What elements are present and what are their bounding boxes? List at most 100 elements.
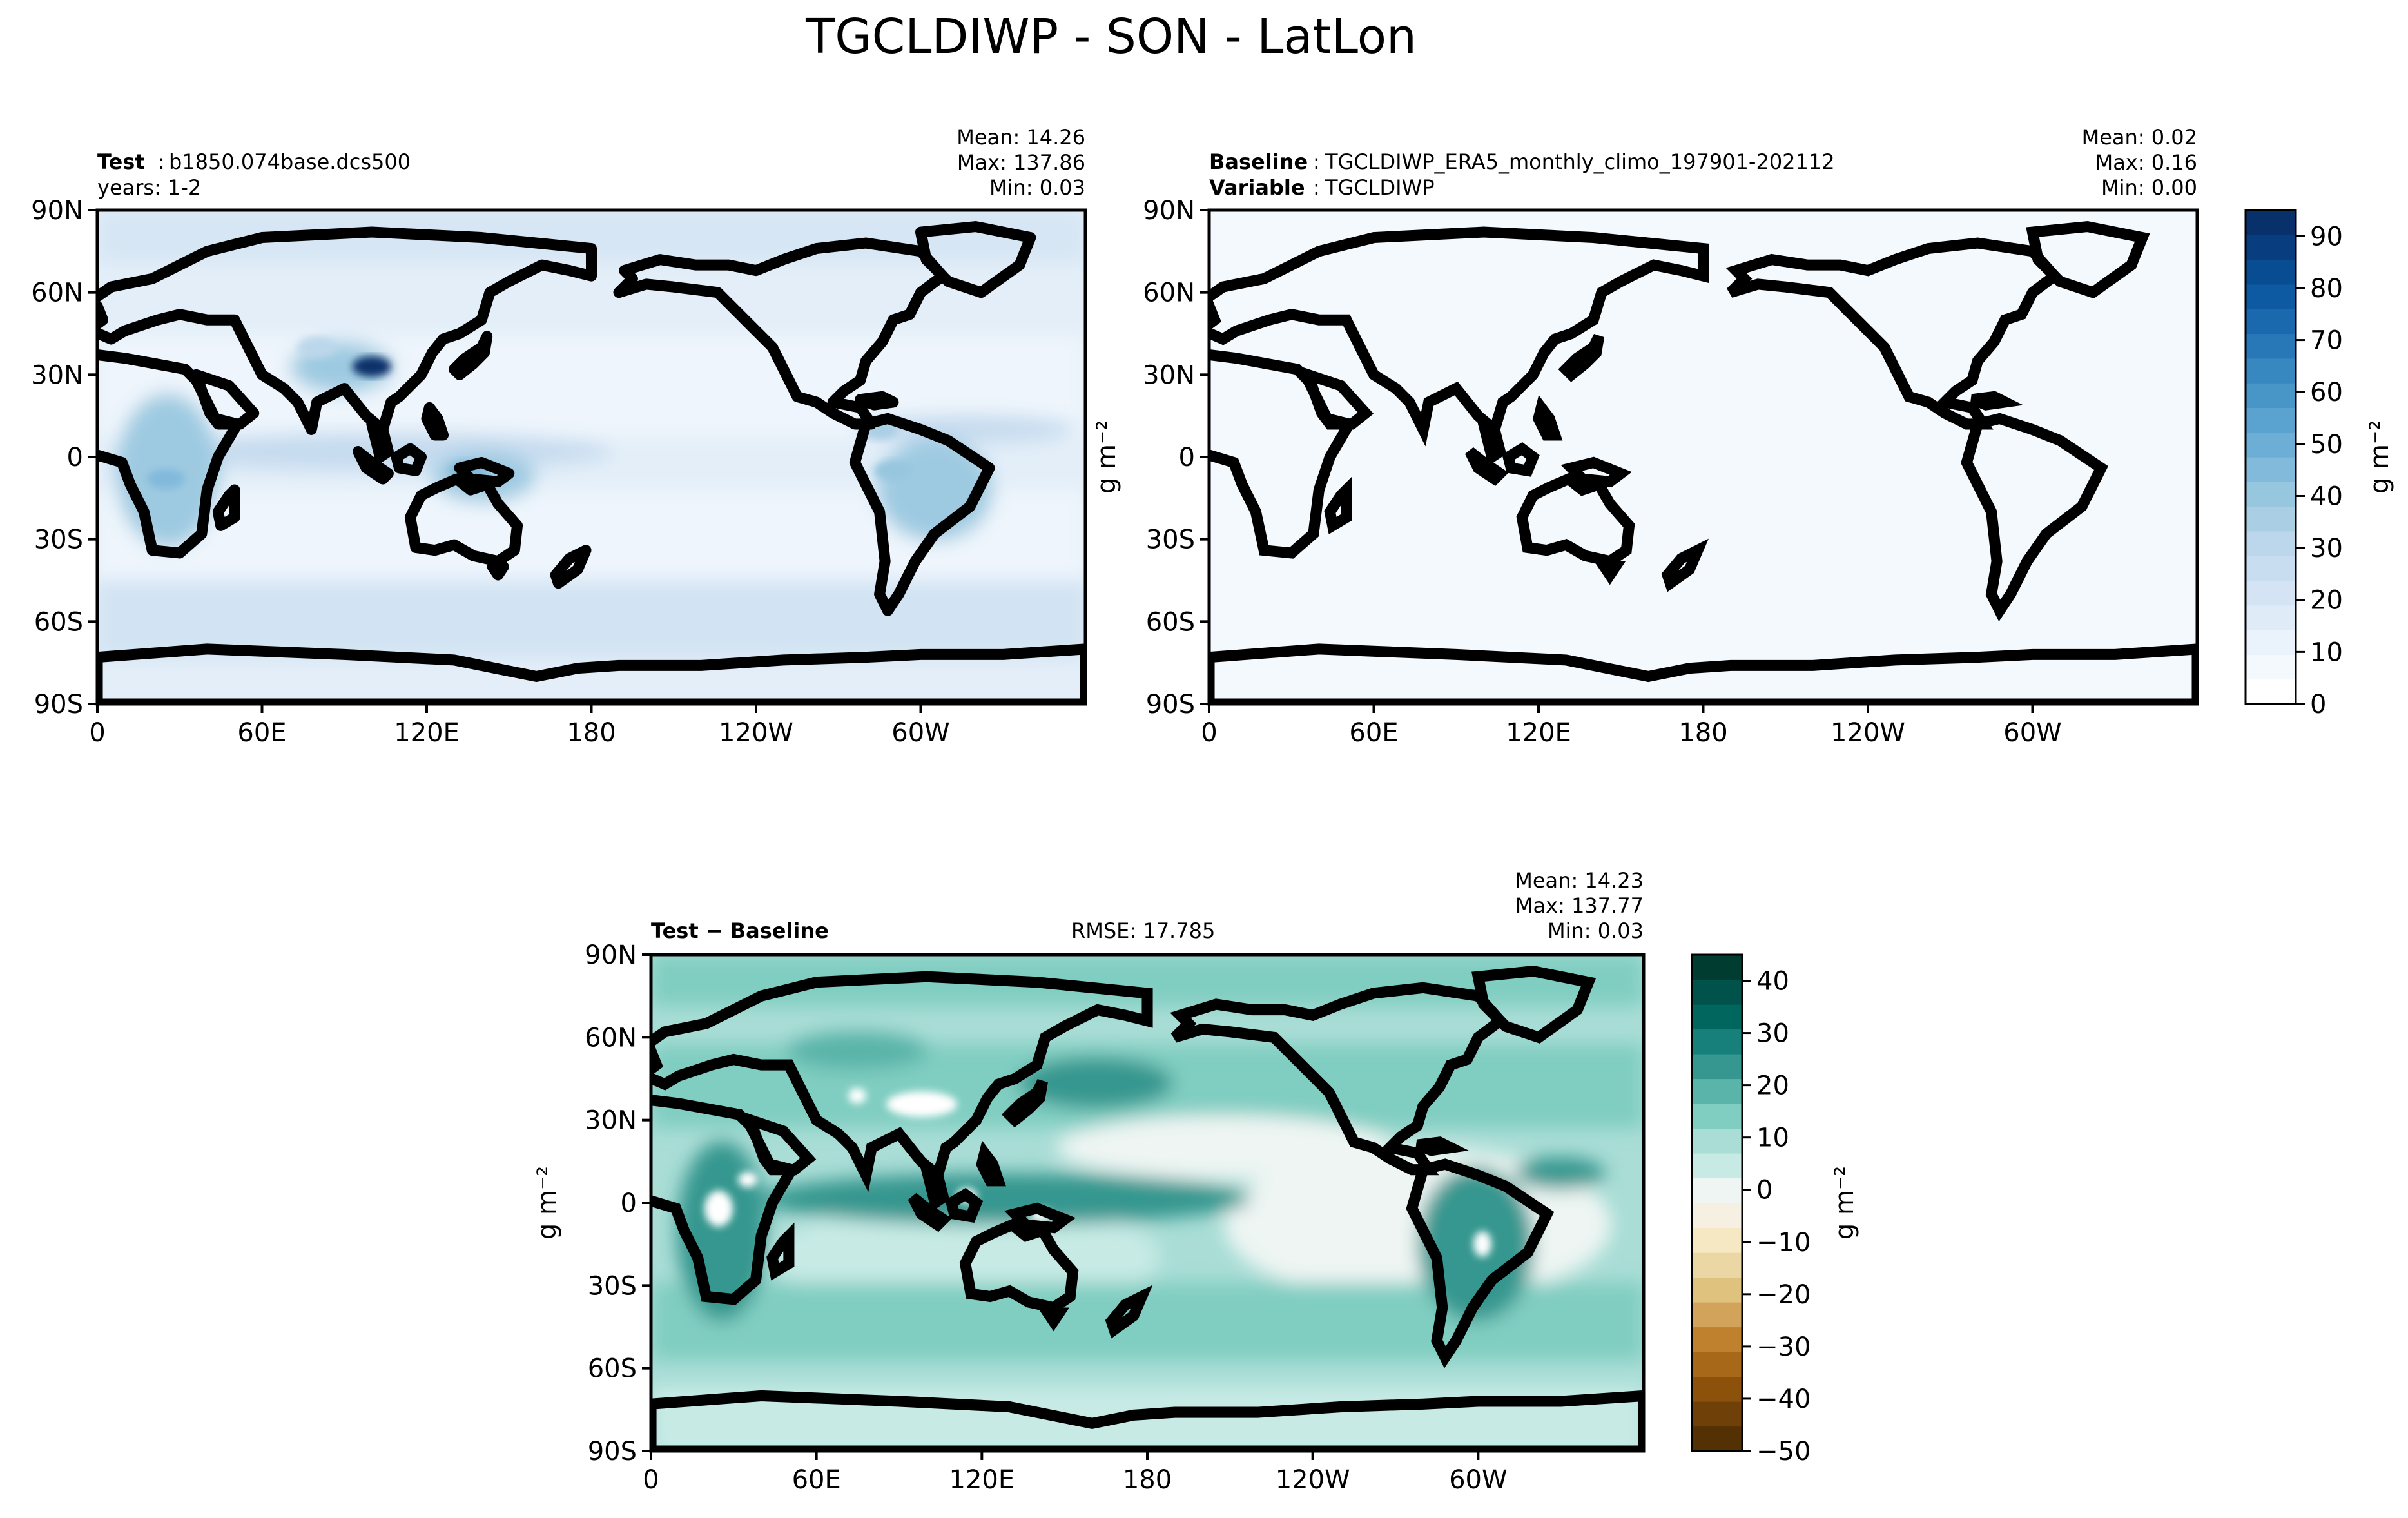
test-xtick-label: 60W	[891, 718, 949, 748]
diff-colorbar-segment	[1692, 1352, 1742, 1377]
test-xtick-label: 60E	[237, 718, 286, 748]
baseline-colorbar: 0 10 20 30 40 50 60 70 80 90	[2244, 209, 2343, 719]
diff-colorbar-tick-label: 30	[1756, 1019, 1789, 1049]
baseline-colorbar-segment	[2246, 407, 2296, 433]
baseline-label-text: TGCLDIWP_ERA5_monthly_climo_197901-20211…	[1325, 150, 1835, 174]
baseline-colorbar-segment	[2246, 333, 2296, 359]
diff-colorbar-segment	[1692, 955, 1742, 980]
baseline-colorbar-tick-label: 20	[2310, 586, 2343, 616]
baseline-colorbar-tick-label: 60	[2310, 378, 2343, 407]
test-x-axis: 0 60E 120E 180 120W 60W	[89, 704, 950, 748]
diff-colorbar-tick-label: 0	[1756, 1176, 1772, 1205]
diff-colorbar-frame	[1691, 953, 1743, 1452]
diff-colorbar-segment	[1692, 979, 1742, 1005]
test-anomaly-5	[297, 336, 336, 358]
baseline-colorbar-segment	[2246, 482, 2296, 507]
test-anomaly-3	[873, 460, 913, 482]
test-label-text: b1850.074base.dcs500	[169, 150, 411, 174]
figure-title: TGCLDIWP - SON - LatLon	[805, 9, 1417, 64]
test-stat-min: Min: 0.03	[989, 175, 1085, 200]
test-xtick-label: 180	[567, 718, 616, 748]
diff-y-axis: 90N 60N 30N 0 30S 60S 90S	[585, 940, 651, 1466]
baseline-stat-mean: Mean: 0.02	[2082, 125, 2197, 150]
baseline-colorbar-segment	[2246, 630, 2296, 655]
diff-colorbar-segment	[1692, 1104, 1742, 1129]
baseline-xtick-label: 180	[1678, 718, 1727, 748]
test-anomaly-0	[352, 356, 391, 377]
test-ytick-label: 60S	[34, 607, 83, 637]
baseline-colorbar-segment	[2246, 259, 2296, 285]
test-subtitle: years: 1-2	[97, 175, 201, 200]
test-anomaly-1	[146, 469, 186, 490]
diff-colorbar-segment	[1692, 1302, 1742, 1328]
test-ytick-label: 60N	[31, 278, 83, 308]
baseline-ytick-label: 90N	[1143, 196, 1195, 226]
baseline-colorbar-frame	[2244, 209, 2297, 705]
baseline-colorbar-tick-label: 90	[2310, 222, 2343, 251]
baseline-colorbar-tick-label: 10	[2310, 637, 2343, 667]
test-xtick-label: 0	[89, 718, 105, 748]
diff-xtick-label: 120W	[1276, 1465, 1350, 1495]
diff-colorbar-segment	[1692, 1178, 1742, 1203]
baseline-colorbar-tick-label: 30	[2310, 534, 2343, 563]
baseline-xtick-label: 0	[1201, 718, 1217, 748]
diff-ytick-label: 90N	[585, 940, 637, 970]
baseline-variable-text: TGCLDIWP	[1325, 175, 1435, 200]
baseline-xtick-label: 120E	[1506, 718, 1571, 748]
test-map-field	[97, 210, 1085, 704]
baseline-y-axis: 90N 60N 30N 0 30S 60S 90S	[1143, 196, 1209, 719]
panel-test: Test : b1850.074base.dcs500 years: 1-2 M…	[31, 125, 1087, 748]
baseline-ytick-label: 90S	[1146, 690, 1195, 719]
diff-stat-min: Min: 0.03	[1548, 919, 1644, 943]
diff-ytick-label: 30N	[585, 1106, 637, 1136]
diff-rmse: RMSE: 17.785	[1071, 919, 1215, 943]
test-ytick-label: 30N	[31, 360, 83, 390]
test-xtick-label: 120E	[394, 718, 460, 748]
diff-stat-max: Max: 137.77	[1515, 893, 1644, 918]
diff-colorbar-segment	[1692, 1401, 1742, 1427]
baseline-label-bold: Baseline	[1209, 150, 1308, 174]
diff-map-field	[651, 955, 1644, 1451]
baseline-ytick-label: 0	[1179, 443, 1195, 472]
diff-y-label: g m⁻²	[532, 1166, 562, 1240]
baseline-ytick-label: 60N	[1143, 278, 1195, 308]
baseline-y-label: g m⁻²	[1092, 420, 1121, 494]
diff-x-axis: 0 60E 120E 180 120W 60W	[643, 1451, 1508, 1495]
baseline-colorbar-segment	[2246, 210, 2296, 235]
test-ytick-label: 0	[67, 443, 83, 472]
baseline-stat-min: Min: 0.00	[2101, 175, 2197, 200]
baseline-ytick-label: 60S	[1146, 607, 1195, 637]
diff-colorbar-tick-label: 40	[1756, 967, 1789, 997]
baseline-variable-bold: Variable	[1209, 175, 1305, 200]
baseline-colorbar-segment	[2246, 605, 2296, 630]
baseline-colorbar-tick-label: 40	[2310, 482, 2343, 511]
test-label-bold: Test	[97, 150, 145, 174]
baseline-colorbar-segment	[2246, 580, 2296, 606]
baseline-xtick-label: 60E	[1349, 718, 1398, 748]
baseline-label-sep: :	[1313, 150, 1320, 174]
diff-label: Test − Baseline	[651, 919, 829, 943]
baseline-colorbar-segment	[2246, 654, 2296, 680]
diff-stat-mean: Mean: 14.23	[1515, 868, 1644, 893]
diff-colorbar-segment	[1692, 1252, 1742, 1278]
baseline-stat-max: Max: 0.16	[2095, 150, 2197, 175]
diff-colorbar-label: g m⁻²	[1830, 1166, 1859, 1240]
test-stat-max: Max: 137.86	[957, 150, 1085, 175]
baseline-xtick-label: 60W	[2003, 718, 2061, 748]
diff-colorbar-tick-label: −50	[1756, 1437, 1811, 1466]
diff-xtick-label: 0	[643, 1465, 659, 1495]
test-xtick-label: 120W	[719, 718, 793, 748]
diff-colorbar-segment	[1692, 1029, 1742, 1055]
diff-colorbar-segment	[1692, 1128, 1742, 1154]
baseline-colorbar-segment	[2246, 358, 2296, 384]
diff-colorbar-segment	[1692, 1277, 1742, 1303]
baseline-colorbar-tick-label: 80	[2310, 274, 2343, 304]
baseline-colorbar-tick-label: 50	[2310, 430, 2343, 460]
test-ytick-label: 90N	[31, 196, 83, 226]
test-ytick-label: 30S	[34, 525, 83, 555]
diff-colorbar-segment	[1692, 1054, 1742, 1080]
baseline-colorbar-label: g m⁻²	[2365, 420, 2394, 494]
baseline-colorbar-segment	[2246, 284, 2296, 309]
baseline-colorbar-segment	[2246, 506, 2296, 532]
diff-colorbar-segment	[1692, 1327, 1742, 1352]
